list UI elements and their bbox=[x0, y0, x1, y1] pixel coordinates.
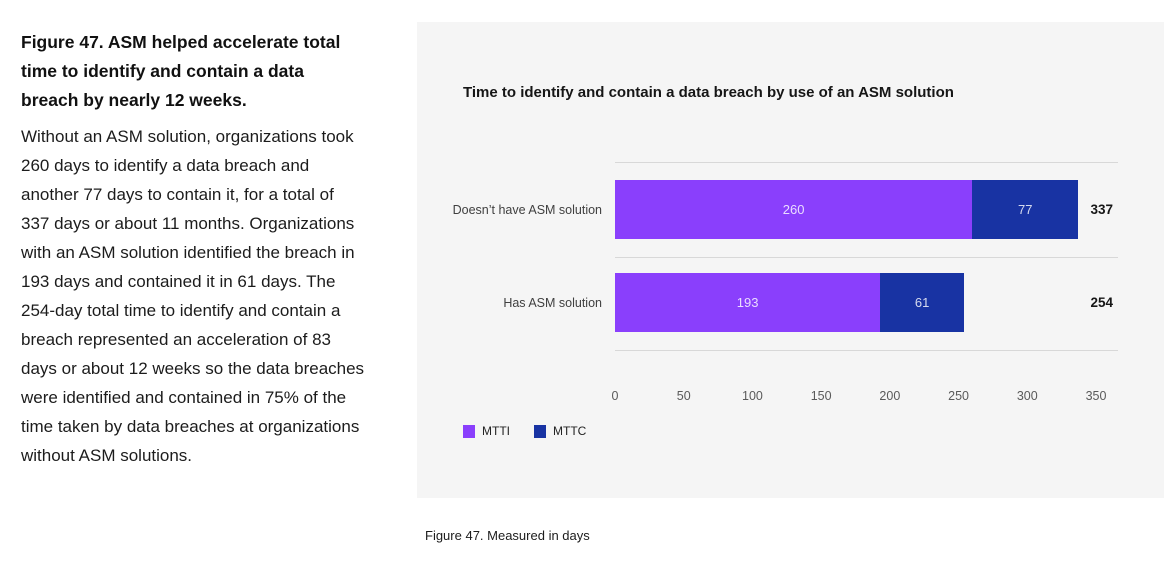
figure-caption: Figure 47. Measured in days bbox=[425, 528, 590, 543]
x-axis-tick-label: 350 bbox=[1085, 389, 1107, 403]
legend-swatch-mttc bbox=[534, 424, 546, 438]
bar-total-label: 254 bbox=[1090, 295, 1113, 310]
bar-row: Doesn’t have ASM solution 260 77 337 bbox=[417, 180, 1164, 239]
bar-value-label: 77 bbox=[1017, 202, 1033, 217]
x-axis-tick-label: 150 bbox=[810, 389, 832, 403]
bar-track: 260 77 bbox=[615, 180, 1079, 239]
bar-segment-mtti: 193 bbox=[615, 273, 881, 332]
grid-line bbox=[615, 350, 1118, 351]
x-axis-tick-label: 300 bbox=[1016, 389, 1038, 403]
x-axis-tick-label: 200 bbox=[879, 389, 901, 403]
bar-segment-mtti: 260 bbox=[615, 180, 973, 239]
chart-title: Time to identify and contain a data brea… bbox=[463, 84, 954, 101]
bar-row: Has ASM solution 193 61 254 bbox=[417, 273, 1164, 332]
grid-line bbox=[615, 257, 1118, 258]
x-axis-tick-label: 250 bbox=[948, 389, 969, 403]
x-axis-tick-label: 100 bbox=[741, 389, 763, 403]
bar-value-label: 260 bbox=[782, 202, 805, 217]
legend-label: MTTC bbox=[553, 424, 587, 438]
bar-segment-mttc: 77 bbox=[972, 180, 1079, 239]
bar-row-label: Has ASM solution bbox=[503, 295, 602, 310]
legend-item: MTTI bbox=[463, 424, 510, 438]
legend-swatch-mtti bbox=[463, 424, 475, 438]
x-axis-tick-label: 0 bbox=[611, 389, 619, 403]
x-axis-tick-label: 50 bbox=[676, 389, 691, 403]
left-text-column: Figure 47. ASM helped accelerate total t… bbox=[21, 28, 366, 470]
figure-heading: Figure 47. ASM helped accelerate total t… bbox=[21, 32, 341, 110]
bar-value-label: 193 bbox=[736, 295, 759, 310]
chart-panel: Time to identify and contain a data brea… bbox=[417, 22, 1164, 498]
bar-total-label: 337 bbox=[1090, 202, 1113, 217]
legend: MTTI MTTC bbox=[463, 424, 586, 438]
bar-value-label: 61 bbox=[914, 295, 930, 310]
bar-track: 193 61 bbox=[615, 273, 965, 332]
legend-item: MTTC bbox=[534, 424, 586, 438]
figure-description: Without an ASM solution, organizations t… bbox=[21, 127, 365, 465]
grid-line bbox=[615, 162, 1118, 163]
legend-label: MTTI bbox=[482, 424, 510, 438]
bar-segment-mttc: 61 bbox=[880, 273, 965, 332]
bar-row-label: Doesn’t have ASM solution bbox=[452, 202, 602, 217]
